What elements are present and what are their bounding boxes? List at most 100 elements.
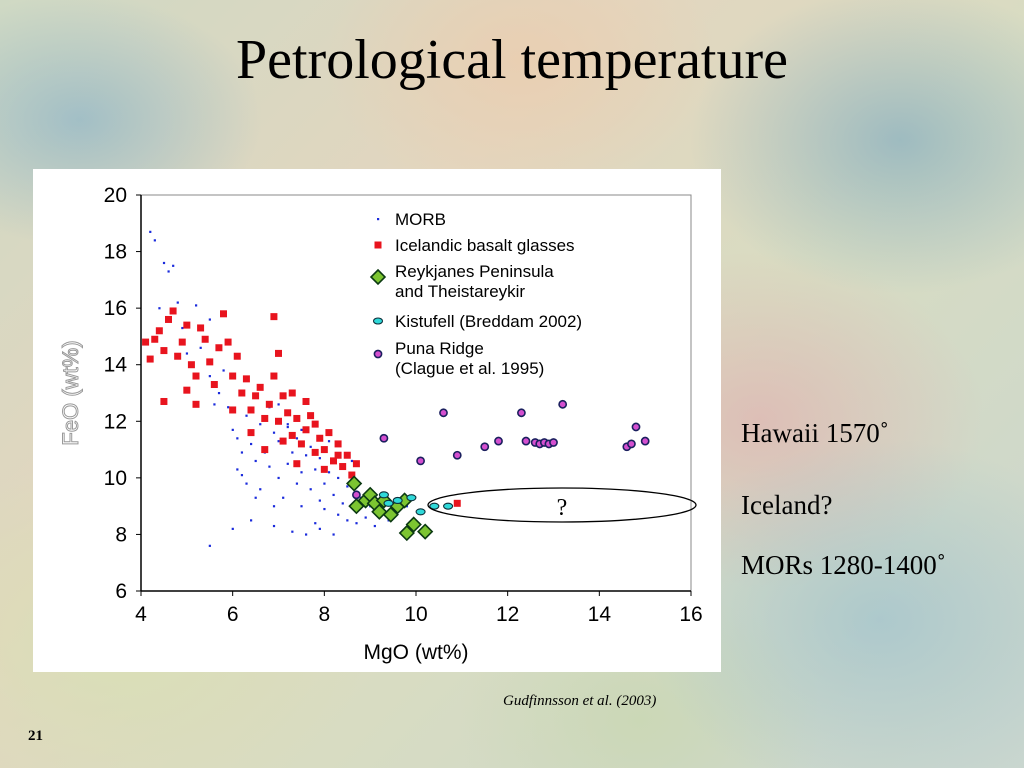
data-point-square: [343, 451, 351, 459]
data-point-square: [288, 389, 296, 397]
data-point-square: [247, 429, 255, 437]
data-point-square: [233, 352, 241, 360]
data-point-square: [151, 335, 159, 343]
data-point-dot: [240, 451, 244, 454]
data-point-dot: [318, 457, 321, 460]
data-point-square: [293, 414, 301, 422]
legend-label: Puna Ridge: [395, 339, 484, 358]
data-point-dot: [332, 533, 335, 536]
data-point-dot: [300, 471, 303, 474]
data-point-square: [311, 420, 319, 428]
data-point-circle: [627, 439, 636, 449]
x-tick-label: 4: [135, 603, 147, 626]
data-point-square: [183, 386, 191, 394]
y-tick-label: 10: [104, 467, 127, 490]
data-point-dot: [149, 230, 152, 233]
data-point-square: [242, 375, 250, 383]
citation: Gudfinnsson et al. (2003): [503, 693, 657, 709]
data-point-ellipse: [443, 502, 454, 510]
data-point-dot: [208, 375, 211, 378]
chart-panel: 4 6 8 10 12 14 16 6 8 10 12 14 16 18 20 MgO (wt%) FeO (w…: [33, 169, 721, 672]
data-point-circle: [549, 438, 558, 447]
data-point-diamond: [371, 503, 388, 520]
data-point-square: [247, 406, 255, 414]
data-point-square: [146, 355, 154, 363]
data-point-square: [302, 426, 310, 434]
data-point-dot: [222, 369, 225, 372]
data-point-dot: [295, 482, 299, 485]
data-point-square: [142, 338, 150, 346]
data-point-square: [252, 392, 260, 400]
data-point-circle: [521, 436, 531, 446]
data-point-square: [192, 372, 200, 380]
data-point-square: [229, 372, 237, 380]
data-point-square: [160, 347, 168, 355]
data-point-dot: [277, 403, 280, 406]
note-iceland: Iceland?: [741, 490, 833, 520]
data-point-dot: [277, 476, 280, 480]
data-point-square: [183, 321, 191, 329]
data-point-square: [352, 460, 360, 468]
legend-label: Icelandic basalt glasses: [395, 236, 575, 255]
data-point-dot: [254, 459, 257, 463]
legend-marker-ellipse: [372, 317, 384, 325]
data-point-dot: [213, 403, 216, 406]
data-point-dot: [153, 239, 156, 242]
legend-marker-circle: [373, 349, 383, 359]
data-point-dot: [172, 264, 175, 267]
data-point-dot: [291, 451, 294, 454]
slide-number: 21: [28, 728, 43, 744]
legend-label: and Theistareykir: [395, 282, 525, 301]
data-point-square: [197, 324, 205, 332]
data-point-circle: [452, 450, 462, 460]
data-point-dot: [337, 476, 340, 480]
legend-label: Reykjanes Peninsula: [395, 262, 554, 281]
data-point-dot: [286, 425, 289, 429]
data-point-circle: [352, 490, 361, 500]
data-point-dot: [327, 440, 331, 443]
data-point-square: [220, 310, 227, 318]
data-point-square: [215, 344, 223, 352]
data-point-dot: [305, 533, 308, 536]
data-point-dot: [332, 493, 335, 497]
data-point-dot: [277, 440, 280, 443]
data-point-dot: [405, 505, 409, 508]
x-tick-label: 14: [588, 603, 612, 626]
data-point-dot: [282, 496, 285, 499]
data-point-ellipse: [383, 499, 394, 507]
data-point-circle: [480, 442, 490, 452]
note-hawaii: Hawaii 1570˚: [741, 418, 889, 448]
data-point-square: [210, 381, 218, 389]
data-point-circle: [640, 436, 650, 446]
data-point-square: [256, 383, 264, 391]
x-tick-label: 16: [679, 603, 702, 626]
data-point-square: [238, 389, 246, 397]
callout-ellipse: [427, 487, 697, 523]
data-point-dot: [300, 428, 303, 431]
y-tick-label: 6: [115, 580, 127, 603]
x-tick-label: 8: [318, 603, 330, 626]
data-point-dot: [231, 428, 234, 431]
slide-title: Petrological temperature: [236, 29, 788, 91]
data-point-dot: [176, 301, 179, 304]
data-point-circle: [558, 399, 568, 409]
legend-label: (Clague et al. 1995): [395, 359, 544, 378]
data-point-square: [334, 440, 342, 448]
data-point-dot: [318, 527, 321, 530]
data-point-square: [265, 400, 273, 408]
data-point-square: [311, 448, 319, 456]
data-point-square: [316, 434, 324, 442]
data-point-circle: [494, 436, 503, 446]
data-point-dot: [295, 437, 299, 440]
data-point-dot: [185, 352, 189, 355]
data-point-square: [261, 414, 269, 422]
data-point-circle: [439, 408, 448, 418]
data-point-square: [284, 409, 292, 417]
data-point-dot: [373, 524, 376, 528]
data-point-dot: [323, 507, 326, 511]
data-point-dot: [309, 445, 312, 448]
data-point-square: [169, 307, 177, 315]
legend-label: Kistufell (Breddam 2002): [395, 312, 582, 331]
data-point-square: [320, 465, 328, 473]
x-axis-label: MgO (wt%): [364, 641, 469, 664]
